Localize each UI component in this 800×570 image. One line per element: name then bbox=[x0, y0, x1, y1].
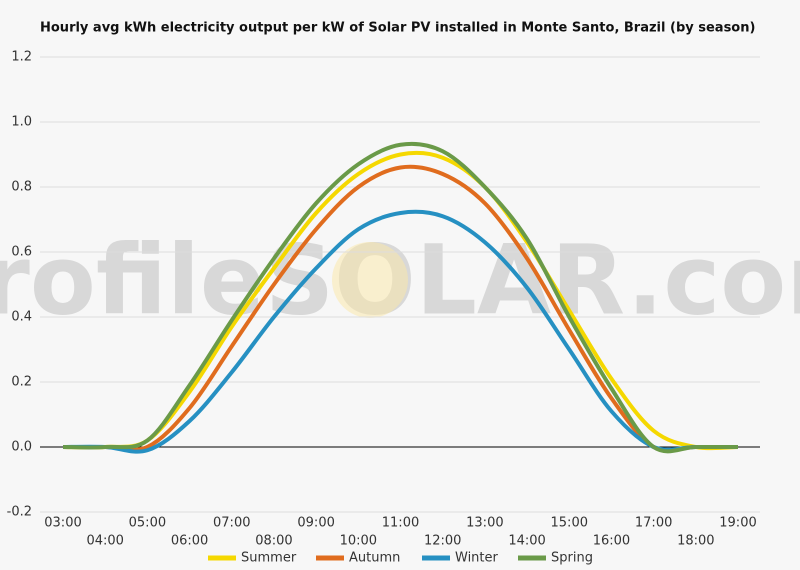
y-tick-label: 0.4 bbox=[11, 310, 32, 325]
x-tick-label: 06:00 bbox=[171, 534, 208, 549]
y-tick-label: -0.2 bbox=[7, 505, 32, 520]
x-tick-label: 07:00 bbox=[213, 516, 250, 531]
x-tick-label: 03:00 bbox=[44, 516, 81, 531]
x-tick-label: 10:00 bbox=[340, 534, 377, 549]
legend-label: Winter bbox=[455, 551, 499, 566]
y-tick-label: 1.0 bbox=[11, 115, 32, 130]
x-tick-label: 19:00 bbox=[719, 516, 756, 531]
x-tick-label: 16:00 bbox=[593, 534, 630, 549]
legend-label: Summer bbox=[241, 551, 297, 566]
x-tick-label: 04:00 bbox=[86, 534, 123, 549]
series-line bbox=[62, 209, 738, 454]
x-tick-label: 15:00 bbox=[551, 516, 588, 531]
y-tick-label: 0.6 bbox=[11, 245, 32, 260]
x-tick-label: 09:00 bbox=[297, 516, 334, 531]
y-tick-label: 0.0 bbox=[11, 440, 32, 455]
x-tick-label: 14:00 bbox=[508, 534, 545, 549]
series-line bbox=[62, 141, 738, 454]
legend-label: Spring bbox=[551, 551, 593, 566]
x-tick-label: 08:00 bbox=[255, 534, 292, 549]
x-tick-label: 11:00 bbox=[382, 516, 419, 531]
chart-title: Hourly avg kWh electricity output per kW… bbox=[40, 21, 755, 36]
y-tick-label: 1.2 bbox=[11, 50, 32, 65]
x-tick-label: 18:00 bbox=[677, 534, 714, 549]
x-tick-label: 13:00 bbox=[466, 516, 503, 531]
x-tick-label: 17:00 bbox=[635, 516, 672, 531]
x-tick-label: 12:00 bbox=[424, 534, 461, 549]
legend-label: Autumn bbox=[349, 551, 400, 566]
series-line bbox=[62, 150, 739, 451]
watermark-sun bbox=[332, 242, 408, 318]
y-tick-label: 0.8 bbox=[11, 180, 32, 195]
series-line bbox=[63, 164, 738, 453]
y-tick-label: 0.2 bbox=[11, 375, 32, 390]
x-tick-label: 05:00 bbox=[129, 516, 166, 531]
